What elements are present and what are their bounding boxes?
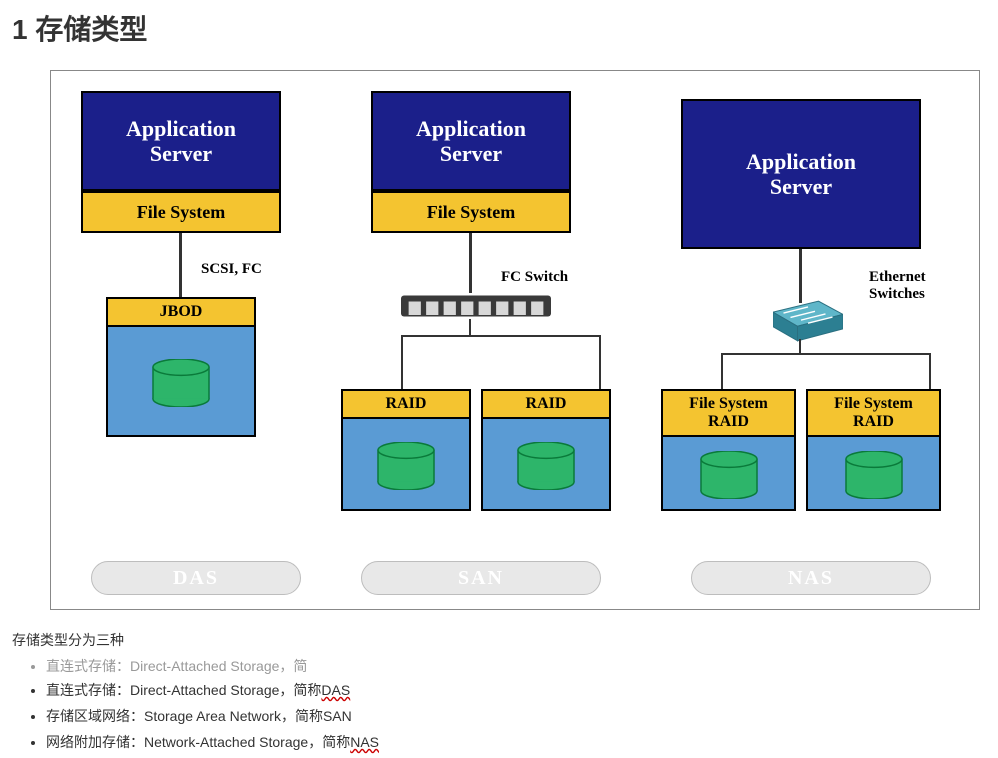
disk-cylinder-icon: [377, 442, 435, 495]
storage-label-line: RAID: [853, 413, 894, 431]
list-item: 网络附加存储：Network-Attached Storage，简称NAS: [46, 732, 998, 752]
pill-nas: NAS: [691, 561, 931, 595]
connector-line: [179, 233, 182, 297]
application-server-box: ApplicationServer: [81, 91, 281, 191]
storage-label-line: RAID: [708, 413, 749, 431]
ethernet-switch-icon: [773, 299, 843, 348]
connector-line: [469, 233, 472, 293]
storage-types-diagram: ApplicationServerFile SystemSCSI, FCJBOD…: [50, 70, 980, 610]
connector-line: [721, 353, 931, 355]
file-system-box: File System: [81, 191, 281, 233]
pill-san: SAN: [361, 561, 601, 595]
connector-line: [799, 249, 802, 303]
disk-area: [808, 437, 939, 513]
storage-label: JBOD: [108, 299, 254, 327]
app-server-label: Application: [683, 149, 919, 174]
disk-area: [483, 419, 609, 513]
storage-label-line: RAID: [526, 395, 567, 413]
connector-line: [401, 335, 601, 337]
disk-cylinder-icon: [845, 451, 903, 504]
list-item: 直连式存储：Direct-Attached Storage，简称DAS: [46, 680, 998, 700]
fc-switch-icon: [401, 291, 551, 326]
storage-box: RAID: [341, 389, 471, 511]
page-title: 1 存储类型: [0, 0, 998, 52]
connector-label: FC Switch: [501, 269, 568, 286]
list-item: 存储区域网络：Storage Area Network，简称SAN: [46, 706, 998, 726]
connector-line: [929, 353, 931, 389]
storage-box: JBOD: [106, 297, 256, 437]
disk-area: [108, 327, 254, 439]
storage-label-line: File System: [689, 395, 768, 413]
disk-cylinder-icon: [700, 451, 758, 504]
connector-line: [799, 339, 801, 353]
storage-label-line: RAID: [386, 395, 427, 413]
list-text: 直连式存储：Direct-Attached Storage，简称: [46, 682, 321, 698]
file-system-box: File System: [371, 191, 571, 233]
storage-label: File SystemRAID: [808, 391, 939, 437]
storage-label: File SystemRAID: [663, 391, 794, 437]
storage-label-line: File System: [834, 395, 913, 413]
intro-text: 存储类型分为三种: [12, 630, 998, 650]
storage-box: File SystemRAID: [806, 389, 941, 511]
connector-line: [599, 335, 601, 389]
connector-line: [401, 335, 403, 389]
storage-box: RAID: [481, 389, 611, 511]
connector-label: SCSI, FC: [201, 261, 262, 278]
storage-type-list: 直连式存储：Direct-Attached Storage，简 直连式存储：Di…: [28, 656, 998, 752]
storage-box: File SystemRAID: [661, 389, 796, 511]
connector-label: EthernetSwitches: [869, 269, 926, 303]
application-server-box: ApplicationServer: [371, 91, 571, 191]
storage-label: RAID: [343, 391, 469, 419]
connector-line: [721, 353, 723, 389]
connector-line: [469, 319, 471, 335]
application-server-box: ApplicationServer: [681, 99, 921, 249]
app-server-label: Server: [683, 174, 919, 199]
disk-cylinder-icon: [517, 442, 575, 495]
disk-area: [663, 437, 794, 513]
disk-cylinder-icon: [152, 359, 210, 412]
app-server-label: Server: [373, 141, 569, 166]
app-server-label: Application: [83, 116, 279, 141]
disk-area: [343, 419, 469, 513]
pill-das: DAS: [91, 561, 301, 595]
abbrev-nas: NAS: [350, 734, 379, 750]
storage-label-line: JBOD: [160, 303, 203, 321]
app-server-label: Server: [83, 141, 279, 166]
list-item: 直连式存储：Direct-Attached Storage，简: [46, 656, 998, 676]
list-text: 网络附加存储：Network-Attached Storage，简称: [46, 734, 350, 750]
abbrev-das: DAS: [321, 682, 350, 698]
storage-label: RAID: [483, 391, 609, 419]
app-server-label: Application: [373, 116, 569, 141]
